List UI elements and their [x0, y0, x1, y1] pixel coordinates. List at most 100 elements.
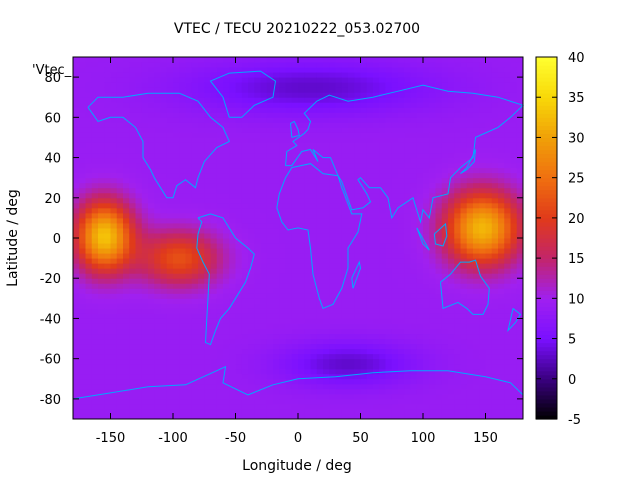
heatmap-cell	[123, 278, 130, 284]
heatmap-cell	[229, 57, 236, 63]
heatmap-cell	[79, 92, 86, 98]
heatmap-cell	[148, 67, 155, 73]
heatmap-cell	[323, 77, 330, 83]
heatmap-cell	[160, 217, 168, 224]
heatmap-cell	[454, 97, 461, 103]
heatmap-cell	[210, 363, 218, 370]
heatmap-cell	[279, 278, 286, 284]
heatmap-cell	[266, 82, 274, 88]
heatmap-cell	[116, 127, 124, 133]
heatmap-cell	[429, 217, 436, 224]
heatmap-cell	[285, 383, 293, 390]
heatmap-cell	[254, 363, 261, 370]
heatmap-cell	[135, 293, 143, 299]
heatmap-cell	[173, 288, 180, 294]
heatmap-cell	[466, 107, 474, 113]
heatmap-cell	[335, 122, 343, 128]
heatmap-cell	[198, 298, 205, 304]
heatmap-cell	[116, 358, 124, 365]
heatmap-cell	[360, 278, 368, 284]
heatmap-cell	[104, 232, 111, 239]
heatmap-cell	[398, 323, 405, 329]
heatmap-cell	[91, 212, 99, 219]
heatmap-cell	[348, 393, 355, 400]
heatmap-cell	[354, 102, 361, 108]
heatmap-cell	[185, 57, 193, 63]
heatmap-cell	[404, 132, 411, 138]
heatmap-cell	[104, 202, 111, 209]
heatmap-cell	[404, 413, 411, 420]
heatmap-cell	[423, 363, 430, 370]
heatmap-cell	[485, 137, 493, 143]
heatmap-cell	[416, 172, 424, 179]
heatmap-cell	[310, 92, 318, 98]
heatmap-cell	[354, 107, 361, 113]
heatmap-cell	[266, 197, 274, 204]
heatmap-cell	[248, 383, 255, 390]
heatmap-cell	[335, 192, 343, 199]
heatmap-cell	[341, 268, 349, 274]
heatmap-cell	[98, 373, 105, 380]
heatmap-cell	[229, 413, 236, 420]
heatmap-cell	[91, 368, 99, 375]
heatmap-cell	[298, 288, 305, 294]
heatmap-cell	[85, 217, 93, 224]
heatmap-cell	[229, 288, 236, 294]
heatmap-cell	[360, 212, 368, 219]
heatmap-cell	[141, 117, 149, 123]
heatmap-cell	[166, 82, 174, 88]
heatmap-cell	[479, 87, 486, 93]
heatmap-cell	[166, 358, 174, 365]
heatmap-cell	[160, 162, 168, 169]
heatmap-cell	[329, 268, 336, 274]
heatmap-cell	[435, 72, 443, 78]
heatmap-cell	[354, 278, 361, 284]
heatmap-cell	[435, 283, 443, 289]
heatmap-cell	[473, 97, 480, 103]
heatmap-cell	[204, 182, 211, 189]
heatmap-cell	[204, 363, 211, 370]
heatmap-cell	[198, 348, 205, 355]
heatmap-cell	[154, 248, 161, 254]
heatmap-cell	[160, 263, 168, 269]
heatmap-cell	[260, 107, 268, 113]
heatmap-cell	[316, 137, 324, 143]
heatmap-cell	[110, 363, 118, 370]
heatmap-cell	[98, 333, 105, 340]
heatmap-cell	[110, 318, 118, 324]
heatmap-cell	[116, 393, 124, 400]
heatmap-cell	[423, 102, 430, 108]
heatmap-cell	[348, 253, 355, 259]
heatmap-cell	[260, 137, 268, 143]
heatmap-cell	[173, 333, 180, 340]
heatmap-cell	[135, 157, 143, 164]
heatmap-cell	[335, 403, 343, 410]
heatmap-cell	[148, 77, 155, 83]
heatmap-cell	[404, 102, 411, 108]
heatmap-cell	[260, 343, 268, 350]
heatmap-cell	[235, 388, 243, 395]
heatmap-cell	[160, 177, 168, 184]
heatmap-cell	[91, 222, 99, 229]
heatmap-cell	[135, 358, 143, 365]
heatmap-cell	[398, 162, 405, 169]
heatmap-cell	[216, 92, 224, 98]
heatmap-cell	[191, 348, 199, 355]
heatmap-cell	[129, 232, 136, 239]
heatmap-cell	[173, 368, 180, 375]
heatmap-cell	[329, 408, 336, 415]
heatmap-cell	[423, 137, 430, 143]
heatmap-cell	[266, 243, 274, 249]
heatmap-cell	[285, 97, 293, 103]
heatmap-cell	[110, 388, 118, 395]
heatmap-cell	[391, 132, 399, 138]
heatmap-cell	[248, 243, 255, 249]
heatmap-cell	[398, 253, 405, 259]
heatmap-cell	[98, 227, 105, 234]
heatmap-cell	[148, 408, 155, 415]
heatmap-cell	[423, 222, 430, 229]
heatmap-cell	[160, 202, 168, 209]
heatmap-cell	[441, 263, 449, 269]
heatmap-cell	[79, 57, 86, 63]
heatmap-cell	[398, 243, 405, 249]
